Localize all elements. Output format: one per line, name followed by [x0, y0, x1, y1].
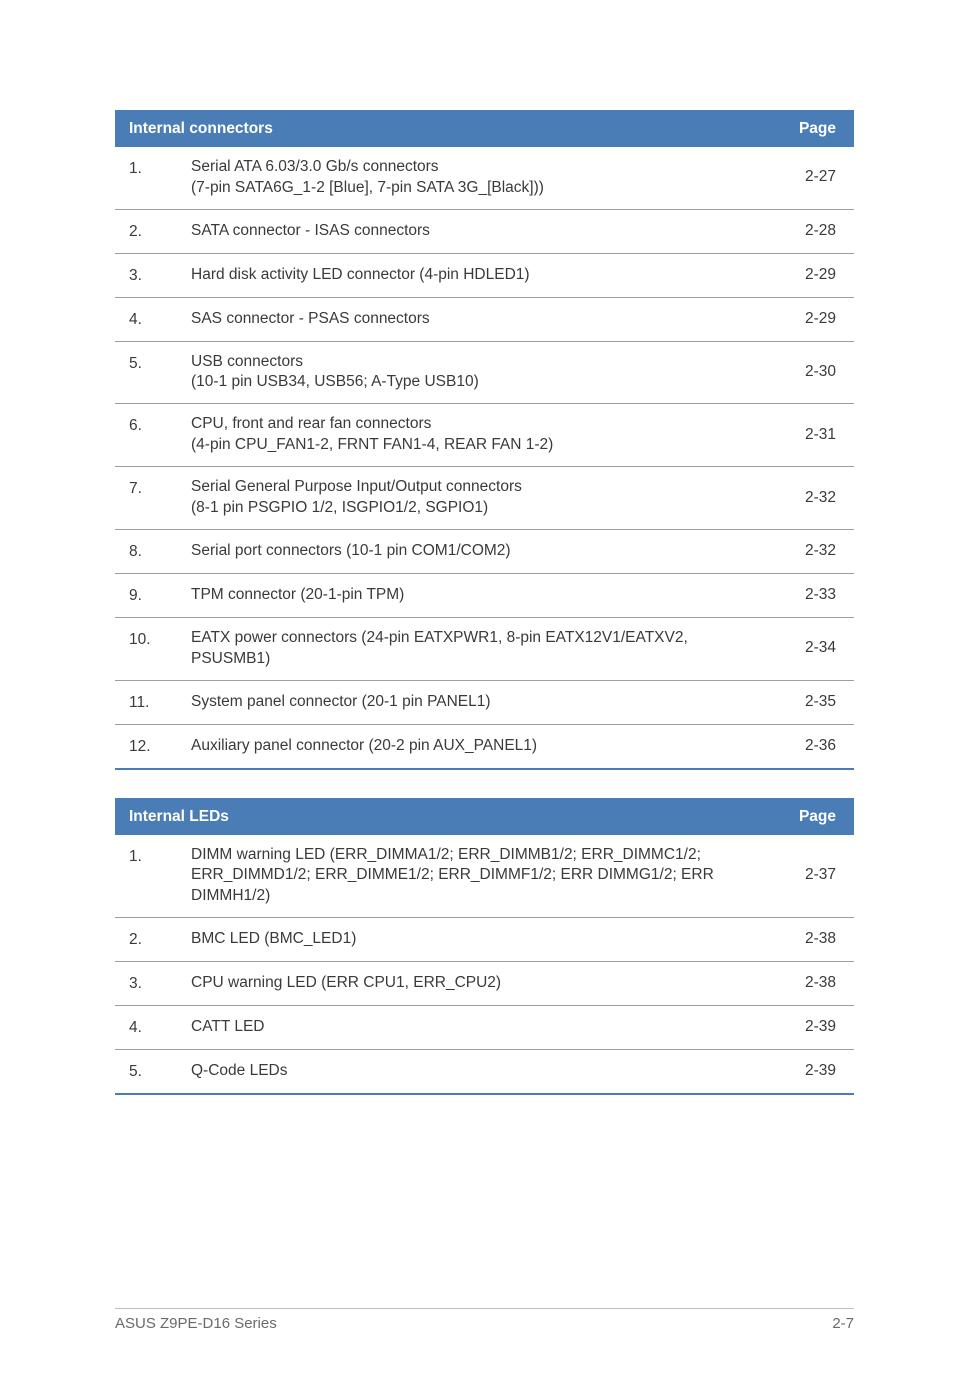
- row-number: 2.: [115, 209, 177, 253]
- row-number: 3.: [115, 962, 177, 1006]
- row-number: 4.: [115, 1006, 177, 1050]
- row-description: CPU warning LED (ERR CPU1, ERR_CPU2): [177, 962, 774, 1006]
- row-description: TPM connector (20-1-pin TPM): [177, 573, 774, 617]
- table-row: 2.SATA connector - ISAS connectors2-28: [115, 209, 854, 253]
- table-row: 4.SAS connector - PSAS connectors2-29: [115, 297, 854, 341]
- row-page: 2-28: [774, 209, 854, 253]
- row-number: 11.: [115, 680, 177, 724]
- table-row: 2.BMC LED (BMC_LED1)2-38: [115, 918, 854, 962]
- table-header-row: Internal connectors Page: [115, 111, 854, 147]
- row-number: 10.: [115, 617, 177, 680]
- table-row: 3.Hard disk activity LED connector (4-pi…: [115, 253, 854, 297]
- row-page: 2-37: [774, 835, 854, 918]
- row-number: 3.: [115, 253, 177, 297]
- row-page: 2-29: [774, 297, 854, 341]
- row-description: BMC LED (BMC_LED1): [177, 918, 774, 962]
- table-header-title: Internal connectors: [115, 111, 774, 147]
- table-header-page: Page: [774, 799, 854, 835]
- table-row: 10.EATX power connectors (24-pin EATXPWR…: [115, 617, 854, 680]
- table-row: 1.Serial ATA 6.03/3.0 Gb/s connectors (7…: [115, 147, 854, 209]
- row-description: SATA connector - ISAS connectors: [177, 209, 774, 253]
- internal-leds-table: Internal LEDs Page 1.DIMM warning LED (E…: [115, 798, 854, 1095]
- row-description: System panel connector (20-1 pin PANEL1): [177, 680, 774, 724]
- row-number: 8.: [115, 530, 177, 574]
- table-row: 7.Serial General Purpose Input/Output co…: [115, 467, 854, 530]
- row-number: 2.: [115, 918, 177, 962]
- footer-right: 2-7: [832, 1315, 854, 1332]
- table-body: 1.DIMM warning LED (ERR_DIMMA1/2; ERR_DI…: [115, 835, 854, 1094]
- row-number: 9.: [115, 573, 177, 617]
- table-row: 11.System panel connector (20-1 pin PANE…: [115, 680, 854, 724]
- page-content: Internal connectors Page 1.Serial ATA 6.…: [0, 0, 954, 1095]
- row-page: 2-32: [774, 467, 854, 530]
- row-description: EATX power connectors (24-pin EATXPWR1, …: [177, 617, 774, 680]
- row-page: 2-32: [774, 530, 854, 574]
- row-page: 2-30: [774, 341, 854, 404]
- table-row: 8.Serial port connectors (10-1 pin COM1/…: [115, 530, 854, 574]
- row-page: 2-36: [774, 724, 854, 768]
- row-page: 2-38: [774, 962, 854, 1006]
- row-page: 2-34: [774, 617, 854, 680]
- row-description: DIMM warning LED (ERR_DIMMA1/2; ERR_DIMM…: [177, 835, 774, 918]
- row-page: 2-35: [774, 680, 854, 724]
- table-header-row: Internal LEDs Page: [115, 799, 854, 835]
- row-description: Q-Code LEDs: [177, 1050, 774, 1094]
- row-description: Hard disk activity LED connector (4-pin …: [177, 253, 774, 297]
- row-page: 2-31: [774, 404, 854, 467]
- internal-connectors-table: Internal connectors Page 1.Serial ATA 6.…: [115, 110, 854, 770]
- table-row: 9.TPM connector (20-1-pin TPM)2-33: [115, 573, 854, 617]
- row-page: 2-29: [774, 253, 854, 297]
- row-description: Serial port connectors (10-1 pin COM1/CO…: [177, 530, 774, 574]
- table-header-title: Internal LEDs: [115, 799, 774, 835]
- row-description: CATT LED: [177, 1006, 774, 1050]
- page-footer: ASUS Z9PE-D16 Series 2-7: [115, 1308, 854, 1332]
- row-number: 12.: [115, 724, 177, 768]
- row-page: 2-38: [774, 918, 854, 962]
- table-gap: [115, 770, 854, 798]
- row-description: CPU, front and rear fan connectors (4-pi…: [177, 404, 774, 467]
- row-page: 2-39: [774, 1050, 854, 1094]
- table-row: 3.CPU warning LED (ERR CPU1, ERR_CPU2)2-…: [115, 962, 854, 1006]
- table-row: 6.CPU, front and rear fan connectors (4-…: [115, 404, 854, 467]
- row-number: 7.: [115, 467, 177, 530]
- row-description: Serial ATA 6.03/3.0 Gb/s connectors (7-p…: [177, 147, 774, 209]
- row-description: SAS connector - PSAS connectors: [177, 297, 774, 341]
- row-number: 5.: [115, 341, 177, 404]
- footer-left: ASUS Z9PE-D16 Series: [115, 1315, 277, 1332]
- row-description: Auxiliary panel connector (20-2 pin AUX_…: [177, 724, 774, 768]
- row-number: 6.: [115, 404, 177, 467]
- table-row: 5.Q-Code LEDs2-39: [115, 1050, 854, 1094]
- row-number: 4.: [115, 297, 177, 341]
- row-page: 2-39: [774, 1006, 854, 1050]
- table-row: 1.DIMM warning LED (ERR_DIMMA1/2; ERR_DI…: [115, 835, 854, 918]
- row-page: 2-27: [774, 147, 854, 209]
- row-page: 2-33: [774, 573, 854, 617]
- table-row: 12.Auxiliary panel connector (20-2 pin A…: [115, 724, 854, 768]
- table-row: 4.CATT LED2-39: [115, 1006, 854, 1050]
- row-number: 1.: [115, 147, 177, 209]
- table-body: 1.Serial ATA 6.03/3.0 Gb/s connectors (7…: [115, 147, 854, 769]
- table-row: 5.USB connectors (10-1 pin USB34, USB56;…: [115, 341, 854, 404]
- table-header-page: Page: [774, 111, 854, 147]
- row-description: USB connectors (10-1 pin USB34, USB56; A…: [177, 341, 774, 404]
- row-description: Serial General Purpose Input/Output conn…: [177, 467, 774, 530]
- row-number: 5.: [115, 1050, 177, 1094]
- row-number: 1.: [115, 835, 177, 918]
